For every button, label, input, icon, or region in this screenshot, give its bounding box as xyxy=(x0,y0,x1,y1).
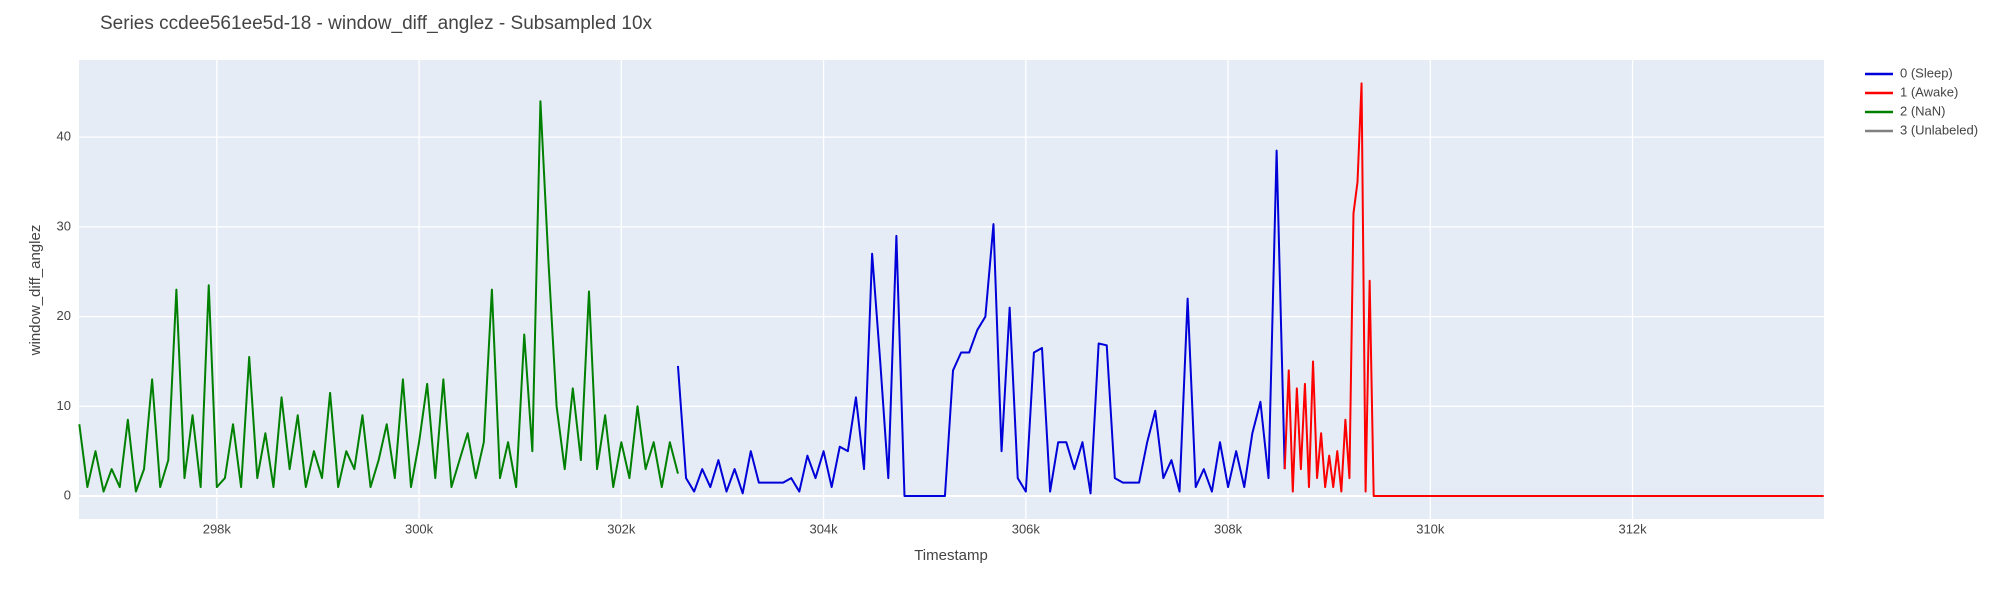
y-tick-label: 30 xyxy=(57,218,71,233)
legend-label: 3 (Unlabeled) xyxy=(1900,122,1978,137)
x-tick-label: 298k xyxy=(203,521,232,536)
x-tick-label: 308k xyxy=(1214,521,1243,536)
series-line xyxy=(78,100,679,493)
legend-label: 2 (NaN) xyxy=(1900,103,1946,118)
chart-title: Series ccdee561ee5d-18 - window_diff_ang… xyxy=(100,13,653,34)
x-tick-label: 300k xyxy=(405,521,434,536)
x-axis-title: Timestamp xyxy=(914,547,988,564)
labels: 298k 300k 302k 304k 306k 308k 310k 312k 0 10 20 30 4… xyxy=(57,129,1648,537)
legend: 0 (Sleep) 1 (Awake) 2 (NaN) 3 (Unlabeled) xyxy=(1865,65,1978,137)
x-tick-label: 310k xyxy=(1416,521,1445,536)
y-tick-label: 20 xyxy=(57,308,71,323)
y-tick-label: 10 xyxy=(57,398,71,413)
x-tick-label: 304k xyxy=(809,521,838,536)
series-line xyxy=(676,149,1286,498)
x-tick-label: 306k xyxy=(1012,521,1041,536)
series-line xyxy=(1283,82,1824,498)
legend-label: 1 (Awake) xyxy=(1900,84,1958,99)
y-tick-label: 40 xyxy=(57,129,71,144)
x-tick-label: 312k xyxy=(1618,521,1647,536)
y-tick-label: 0 xyxy=(64,487,71,502)
lines xyxy=(78,82,1824,498)
legend-label: 0 (Sleep) xyxy=(1900,65,1953,80)
x-tick-label: 302k xyxy=(607,521,636,536)
y-axis-title: window_diff_anglez xyxy=(27,225,44,357)
plot-background xyxy=(79,60,1824,519)
